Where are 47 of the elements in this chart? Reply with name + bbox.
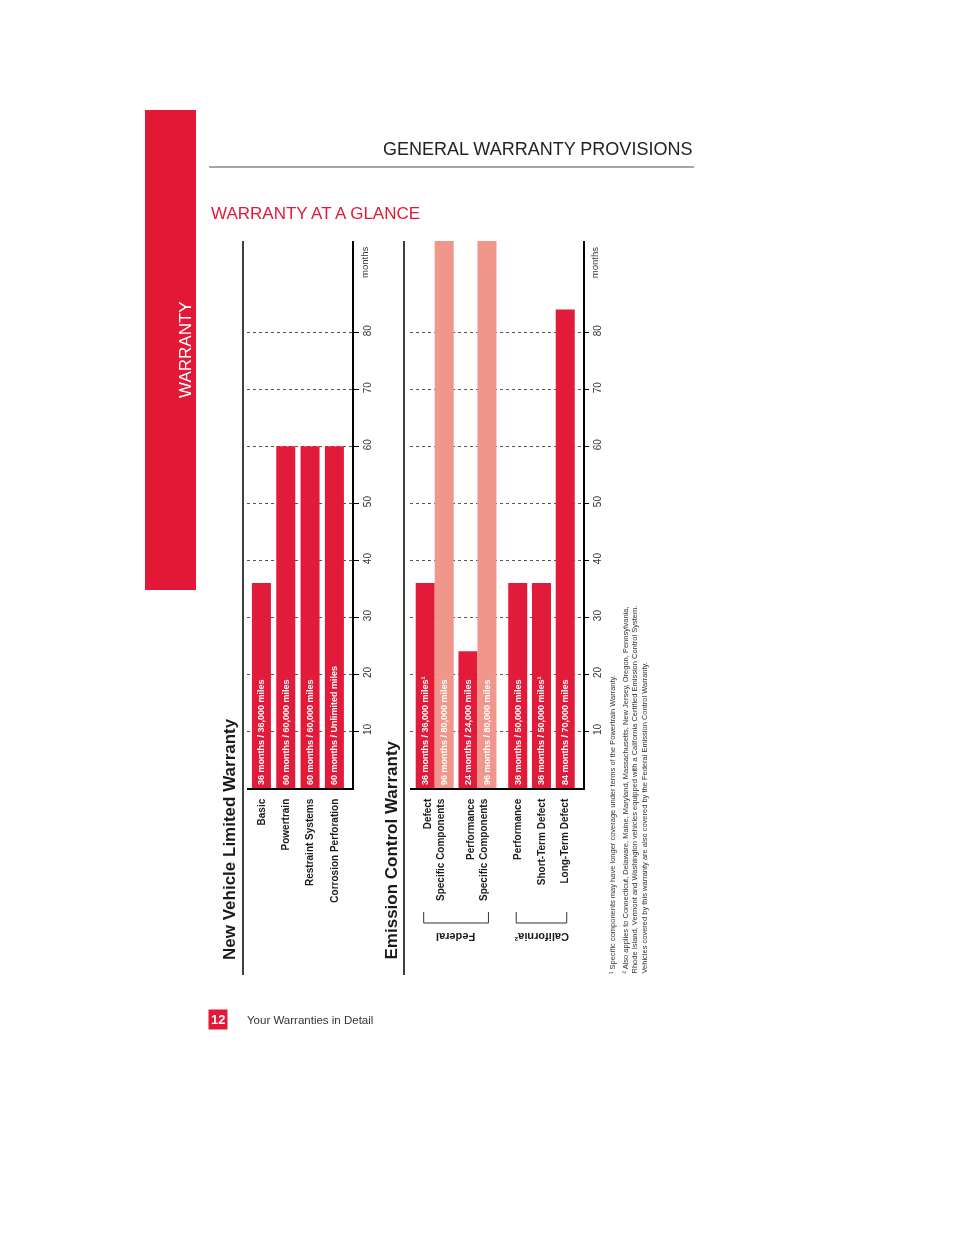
- text: 12: [211, 1012, 226, 1027]
- y-tick-label: 80: [362, 324, 374, 337]
- text: Your Warranties in Detail: [247, 1014, 374, 1026]
- y-axis-title: months: [589, 246, 601, 279]
- text: GENERAL WARRANTY PROVISIONS: [383, 139, 693, 159]
- x-tick-label: Short-Term Defect: [535, 798, 547, 886]
- data-label: 36 months / 36,000 miles¹: [420, 676, 431, 785]
- y-tick-label: 30: [592, 609, 604, 622]
- data-label: 36 months / 36,000 miles: [256, 679, 267, 785]
- data-label: 60 months / 60,000 miles: [280, 679, 291, 785]
- y-tick-label: 80: [592, 324, 604, 337]
- y-tick-label: 10: [592, 723, 604, 736]
- y-tick-label: 40: [592, 552, 604, 565]
- data-label: 84 months / 70,000 miles: [560, 679, 571, 785]
- x-tick-label: Performance Specific Components: [465, 798, 490, 901]
- y-axis-title: months: [358, 246, 370, 278]
- data-label: 24 months / 24,000 miles: [462, 679, 473, 785]
- data-label: 96 months / 80,000 miles: [481, 679, 492, 785]
- y-tick-label: 30: [362, 609, 374, 622]
- x-tick-label: Defect Specific Components: [422, 798, 447, 901]
- y-tick-label: 60: [592, 438, 604, 451]
- x-tick-label: Corrosion Perforation: [328, 798, 340, 903]
- x-tick-label: Powertrain: [280, 798, 292, 851]
- text: New Vehicle Limited Warranty: [220, 718, 239, 960]
- text: Emission Control Warranty: [381, 740, 401, 960]
- data-label: 36 months / 50,000 miles¹: [536, 676, 547, 785]
- y-tick-label: 60: [362, 438, 374, 451]
- x-tick-label: Basic: [255, 798, 267, 826]
- y-tick-label: 50: [592, 495, 604, 508]
- text: WARRANTY: [176, 301, 195, 398]
- y-tick-label: 20: [362, 666, 374, 679]
- data-label: 96 months / 80,000 miles: [439, 679, 450, 785]
- text: California²: [514, 931, 569, 943]
- text: Federal: [436, 931, 476, 943]
- data-label: 60 months / Unlimited miles: [329, 665, 340, 785]
- y-tick-label: 40: [362, 552, 374, 565]
- data-label: 60 months / 60,000 miles: [305, 679, 316, 785]
- y-tick-label: 10: [362, 723, 374, 736]
- text: WARRANTY AT A GLANCE: [211, 204, 421, 223]
- data-label: 36 months / 50,000 miles: [512, 679, 523, 785]
- x-tick-label: Performance: [511, 798, 523, 860]
- x-tick-label: Restraint Systems: [304, 798, 316, 887]
- y-tick-label: 70: [362, 381, 374, 394]
- y-tick-label: 20: [592, 666, 604, 679]
- y-tick-label: 50: [362, 495, 374, 508]
- y-tick-label: 70: [592, 381, 604, 394]
- x-tick-label: Long-Term Defect: [559, 798, 571, 884]
